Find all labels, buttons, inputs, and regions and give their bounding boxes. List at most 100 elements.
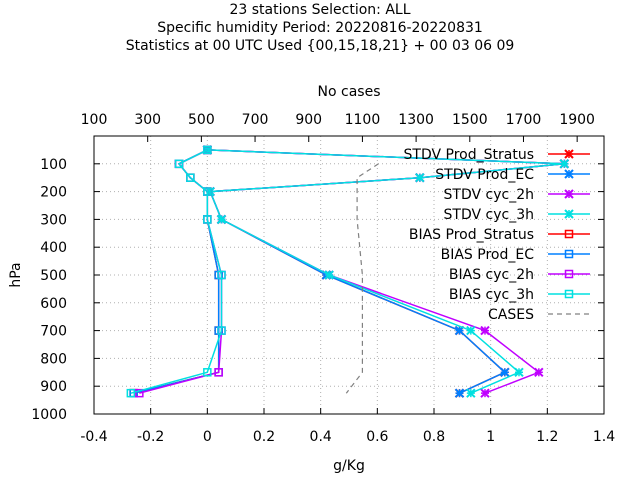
marker-square [126, 388, 136, 398]
legend-label: STDV cyc_3h [444, 207, 534, 223]
series-5 [129, 145, 223, 398]
legend-entry: BIAS Prod_Stratus [409, 227, 590, 243]
data-point [217, 270, 226, 280]
x2-tick-label: 300 [134, 112, 161, 128]
legend-label: BIAS Prod_EC [441, 247, 535, 263]
x-tick-label: 0.6 [366, 429, 388, 445]
legend-label: STDV Prod_EC [435, 167, 534, 183]
data-point [203, 145, 212, 155]
series-line [130, 149, 223, 394]
legend-entry: CASES [488, 307, 590, 323]
y-tick-label: 900 [40, 379, 67, 395]
y-tick-label: 700 [40, 324, 67, 340]
series-7 [126, 145, 226, 398]
x-tick-label: 0.4 [310, 429, 332, 445]
marker-square [203, 187, 212, 196]
x-axis-label: g/Kg [333, 458, 365, 474]
legend-entry: STDV Prod_Stratus [404, 147, 590, 163]
data-point [202, 145, 213, 155]
data-point [217, 326, 226, 335]
x2-tick-label: 1500 [452, 112, 488, 128]
marker-square [203, 145, 212, 155]
legend-label: BIAS cyc_2h [449, 267, 534, 283]
data-point [466, 325, 476, 336]
legend-entry: STDV cyc_2h [444, 187, 590, 203]
data-point [135, 388, 144, 398]
x-tick-label: -0.2 [137, 429, 164, 445]
y-tick-label: 1000 [31, 407, 67, 423]
series-8 [345, 163, 379, 394]
x-tick-label: 1 [486, 429, 495, 445]
chart-title-line-3: Statistics at 00 UTC Used {00,15,18,21} … [125, 38, 515, 54]
y-tick-label: 200 [40, 185, 67, 201]
chart-title-line-2: Specific humidity Period: 20220816-20220… [157, 20, 483, 36]
x2-tick-label: 900 [295, 112, 322, 128]
marker-square [564, 249, 574, 259]
marker-square [217, 270, 226, 280]
x2-tick-label: 700 [242, 112, 269, 128]
x2-tick-label: 1100 [345, 112, 381, 128]
data-point [126, 388, 136, 398]
data-point [324, 270, 334, 280]
marker-square [564, 269, 574, 279]
data-point [480, 325, 490, 336]
y-tick-label: 500 [40, 268, 67, 284]
legend-entry: STDV Prod_EC [435, 167, 590, 183]
x-tick-label: 0.2 [253, 429, 275, 445]
y-tick-label: 400 [40, 240, 67, 256]
data-point [514, 367, 524, 378]
data-point [454, 388, 465, 398]
legend-label: STDV Prod_Stratus [404, 147, 534, 163]
y-axis-label: hPa [8, 262, 24, 287]
y-tick-label: 800 [40, 351, 67, 367]
x-tick-label: 0.8 [423, 429, 445, 445]
data-point [559, 159, 570, 169]
legend-entry: BIAS cyc_2h [449, 267, 590, 283]
x-tick-label: 1.2 [536, 429, 558, 445]
legend-label: CASES [488, 307, 534, 323]
legend-entry: BIAS Prod_EC [441, 247, 590, 263]
legend-label: BIAS cyc_3h [449, 287, 534, 303]
marker-square [174, 159, 184, 169]
data-point [186, 173, 195, 182]
data-point [415, 172, 425, 183]
marker-square [214, 368, 223, 377]
y-tick-label: 300 [40, 212, 67, 228]
marker-square [217, 326, 226, 335]
y-tick-label: 100 [40, 157, 67, 173]
legend-label: BIAS Prod_Stratus [409, 227, 534, 243]
x2-axis-label: No cases [318, 84, 381, 100]
marker-square [203, 368, 212, 377]
data-point [214, 368, 223, 377]
x2-tick-label: 1300 [398, 112, 434, 128]
series-line [133, 149, 220, 394]
series-line [345, 163, 379, 394]
marker-square [564, 229, 574, 239]
legend-entry: STDV cyc_3h [444, 207, 590, 223]
x-tick-label: -0.4 [80, 429, 107, 445]
series-line [139, 149, 223, 394]
data-point [500, 367, 510, 378]
series-4 [129, 145, 223, 398]
marker-square [203, 215, 212, 224]
x2-tick-label: 1900 [559, 112, 595, 128]
data-point [203, 368, 212, 377]
marker-square [564, 289, 574, 299]
data-point [203, 187, 212, 196]
legend-label: STDV cyc_2h [444, 187, 534, 203]
data-point [534, 367, 544, 378]
marker-square [135, 388, 144, 398]
chart-title-line-1: 23 stations Selection: ALL [229, 2, 411, 18]
data-point [480, 388, 490, 398]
legend-entry: BIAS cyc_3h [449, 287, 590, 303]
x-tick-label: 0 [203, 429, 212, 445]
x-tick-label: 1.4 [593, 429, 615, 445]
data-point [174, 159, 184, 169]
x2-tick-label: 1700 [506, 112, 542, 128]
marker-square [186, 173, 195, 182]
series-line [133, 149, 220, 394]
data-point [216, 214, 227, 225]
data-point [466, 388, 476, 398]
x2-tick-label: 100 [81, 112, 108, 128]
